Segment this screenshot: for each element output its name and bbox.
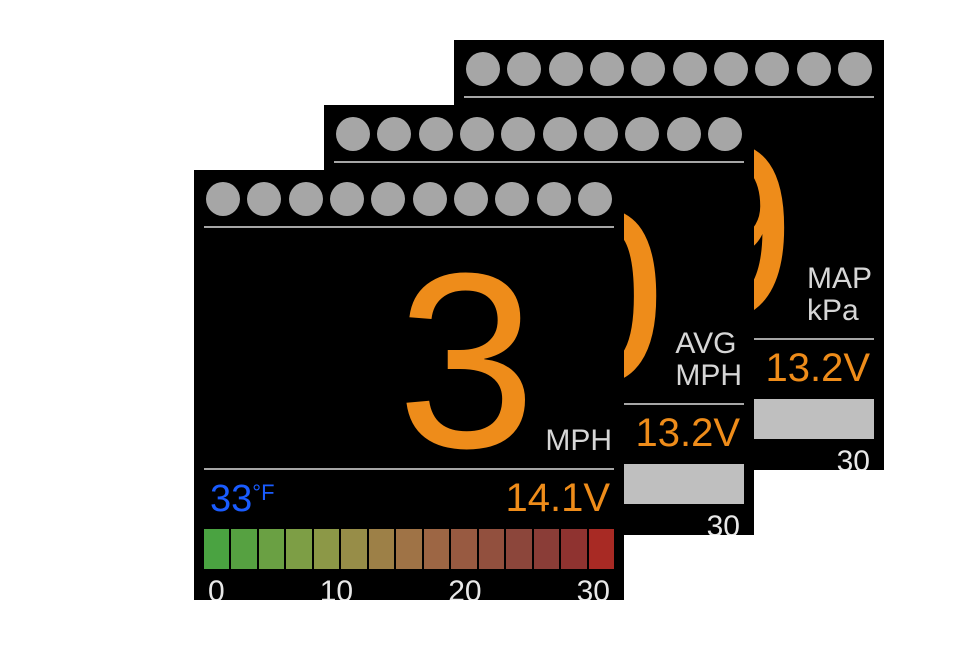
indicator-dot: [501, 117, 535, 151]
indicator-dot: [625, 117, 659, 151]
unit-label-stack: AVG MPH: [675, 328, 742, 391]
scale-label: 10: [320, 575, 353, 600]
temperature-unit: °F: [252, 480, 274, 505]
indicator-dot: [537, 182, 571, 216]
indicator-dot: [708, 117, 742, 151]
indicator-dot: [206, 182, 240, 216]
indicator-dot: [631, 52, 665, 86]
indicator-dot: [371, 182, 405, 216]
indicator-dot: [413, 182, 447, 216]
indicator-dot: [584, 117, 618, 151]
indicator-dot: [667, 117, 701, 151]
indicator-dots-row: [194, 170, 624, 226]
unit-label-stack: MPH: [545, 425, 612, 457]
indicator-dot: [797, 52, 831, 86]
scale-max: 30: [837, 445, 870, 470]
unit-label-2: MPH: [675, 360, 742, 392]
unit-label-2: kPa: [807, 295, 872, 327]
unit-label-stack: MAP kPa: [807, 263, 872, 326]
indicator-dot: [419, 117, 453, 151]
main-readout-area: 3 MPH: [194, 228, 624, 468]
stage: 9 MAP kPa 13.2V 30 0 AVG MPH: [0, 0, 960, 671]
indicator-dot: [495, 182, 529, 216]
indicator-dot: [377, 117, 411, 151]
indicator-dot: [755, 52, 789, 86]
indicator-dots-row: [324, 105, 754, 161]
indicator-dot: [549, 52, 583, 86]
indicator-dot: [460, 117, 494, 151]
indicator-dot: [247, 182, 281, 216]
indicator-dots-row: [454, 40, 884, 96]
indicator-dot: [454, 182, 488, 216]
unit-label-2: MPH: [545, 425, 612, 457]
scale-row: 0 10 20 30: [194, 569, 624, 600]
indicator-dot: [507, 52, 541, 86]
indicator-dot: [289, 182, 323, 216]
indicator-dot: [336, 117, 370, 151]
scale-label: 0: [208, 575, 225, 600]
indicator-dot: [714, 52, 748, 86]
indicator-dot: [578, 182, 612, 216]
indicator-dot: [590, 52, 624, 86]
unit-label-1: MAP: [807, 263, 872, 295]
gauge-card-front: 3 MPH 33°F 14.1V 0102030: [194, 170, 624, 600]
temperature-number: 33: [210, 478, 252, 520]
gradient-bar: [204, 529, 614, 569]
scale-label: 20: [448, 575, 481, 600]
indicator-dot: [330, 182, 364, 216]
unit-label-1: AVG: [675, 328, 742, 360]
indicator-dot: [838, 52, 872, 86]
indicator-dot: [466, 52, 500, 86]
temperature-value: 33°F: [210, 478, 275, 521]
indicator-dot: [673, 52, 707, 86]
primary-value: 3: [397, 236, 528, 486]
indicator-dot: [543, 117, 577, 151]
scale-max: 30: [707, 510, 740, 535]
scale-label: 30: [577, 575, 610, 600]
